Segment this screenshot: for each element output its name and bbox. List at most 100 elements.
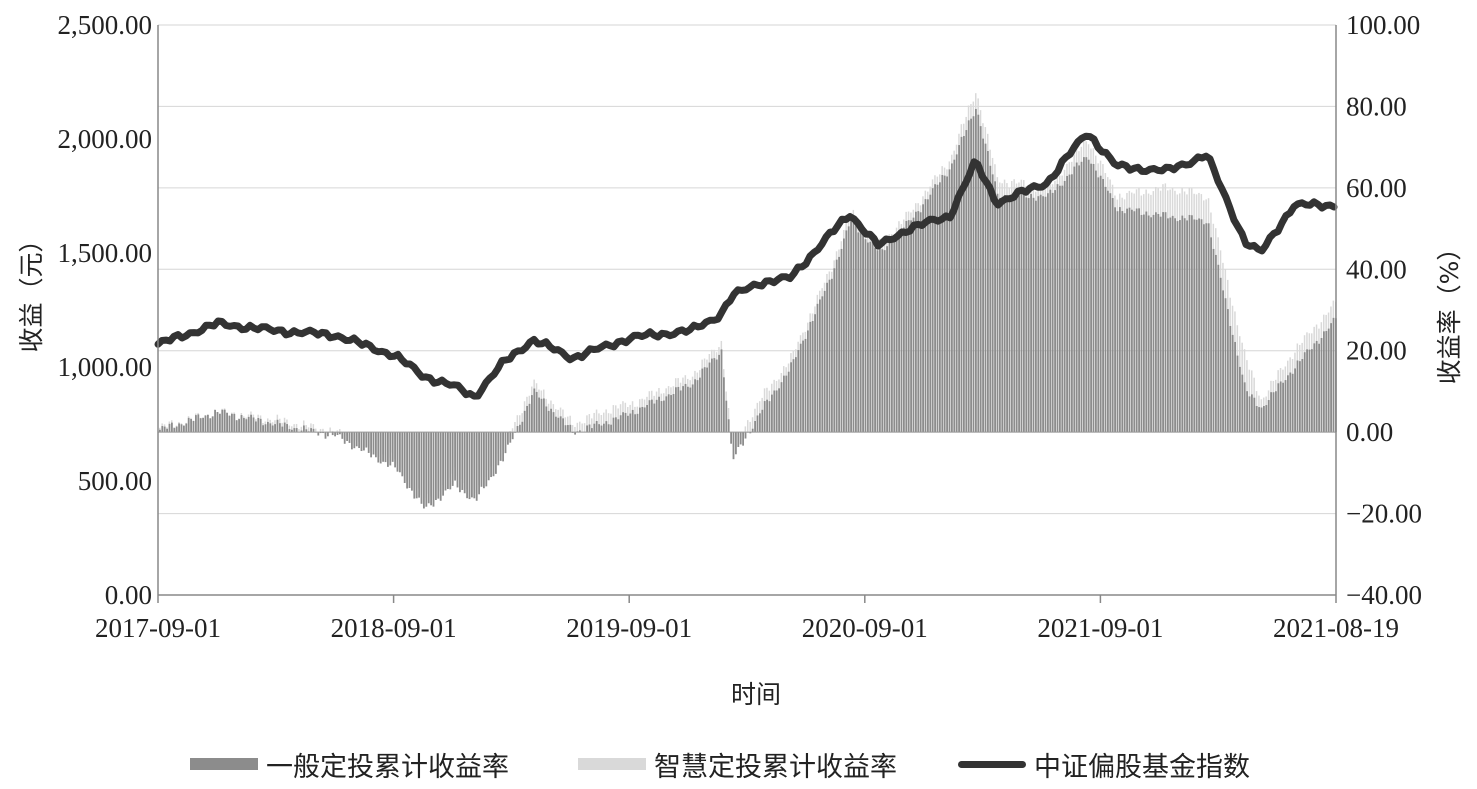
bar-regular-sip xyxy=(965,130,968,433)
bar-regular-sip xyxy=(948,169,951,433)
bar-regular-sip xyxy=(425,432,428,507)
bar-regular-sip xyxy=(499,432,502,461)
bar-regular-sip xyxy=(883,250,886,433)
bar-regular-sip xyxy=(1330,323,1332,433)
bar-regular-sip xyxy=(1092,163,1095,433)
bar-regular-sip xyxy=(687,386,689,433)
bar-smart-sip xyxy=(588,414,591,433)
bar-regular-sip xyxy=(1255,406,1258,433)
bar-regular-sip xyxy=(1071,174,1073,433)
bar-regular-sip xyxy=(1203,224,1205,433)
bar-regular-sip xyxy=(173,428,176,433)
bar-regular-sip xyxy=(1068,174,1071,433)
bar-regular-sip xyxy=(1087,159,1090,433)
bar-regular-sip xyxy=(994,181,996,433)
bar-regular-sip xyxy=(771,394,773,433)
bar-regular-sip xyxy=(1116,211,1119,433)
bar-regular-sip xyxy=(1107,190,1109,433)
bar-regular-sip xyxy=(718,354,720,433)
bar-regular-sip xyxy=(1011,195,1013,433)
bar-regular-sip xyxy=(958,145,960,433)
bar-regular-sip xyxy=(1267,400,1270,433)
bar-regular-sip xyxy=(195,415,197,433)
bar-regular-sip xyxy=(257,418,260,433)
bar-regular-sip xyxy=(1241,374,1244,433)
bar-regular-sip xyxy=(235,420,238,433)
y-axis-title-left: 收益（元） xyxy=(17,227,46,352)
bar-regular-sip xyxy=(341,432,344,439)
bar-regular-sip xyxy=(1114,207,1116,433)
bar-regular-sip xyxy=(833,268,836,433)
bar-regular-sip xyxy=(1272,392,1275,433)
bar-regular-sip xyxy=(855,224,857,433)
bar-regular-sip xyxy=(879,247,881,433)
bar-regular-sip xyxy=(766,399,768,433)
bar-regular-sip xyxy=(852,219,855,433)
bar-regular-sip xyxy=(1332,317,1335,433)
bar-regular-sip xyxy=(468,432,471,500)
bar-smart-sip xyxy=(567,416,569,433)
bar-regular-sip xyxy=(197,414,200,433)
bar-regular-sip xyxy=(595,421,598,433)
bar-regular-sip xyxy=(1294,368,1296,433)
bar-regular-sip xyxy=(787,371,790,433)
bar-regular-sip xyxy=(324,432,327,439)
bar-regular-sip xyxy=(725,400,728,433)
bar-regular-sip xyxy=(300,430,303,433)
bar-regular-sip xyxy=(1198,218,1200,433)
bar-regular-sip xyxy=(999,197,1001,433)
bar-regular-sip xyxy=(1032,197,1035,433)
legend-swatch-index xyxy=(958,760,1026,768)
bar-regular-sip xyxy=(1207,223,1210,433)
bar-regular-sip xyxy=(216,412,219,433)
bar-regular-sip xyxy=(538,397,540,433)
series-line-index xyxy=(154,132,1338,400)
bar-regular-sip xyxy=(1248,396,1251,433)
y-tick-right: 60.00 xyxy=(1346,173,1407,203)
bar-regular-sip xyxy=(540,398,543,433)
bar-regular-sip xyxy=(1097,177,1100,433)
bar-regular-sip xyxy=(456,432,459,488)
bar-regular-sip xyxy=(881,249,884,433)
bar-regular-sip xyxy=(1143,214,1145,433)
legend-label-smart-sip: 智慧定投累计收益率 xyxy=(654,751,897,783)
bar-regular-sip xyxy=(667,394,670,433)
bar-regular-sip xyxy=(675,387,677,433)
bar-regular-sip xyxy=(790,362,792,433)
bar-regular-sip xyxy=(1054,190,1056,433)
bar-regular-sip xyxy=(1059,185,1061,433)
bar-regular-sip xyxy=(919,212,922,433)
bar-regular-sip xyxy=(1051,192,1054,433)
bar-regular-sip xyxy=(869,241,872,433)
bar-regular-sip xyxy=(1323,331,1325,433)
bar-regular-sip xyxy=(348,432,351,443)
bar-regular-sip xyxy=(922,204,924,433)
bar-regular-sip xyxy=(1279,381,1282,433)
bar-regular-sip xyxy=(744,432,747,439)
legend-label-index: 中证偏股基金指数 xyxy=(1034,751,1250,783)
bar-regular-sip xyxy=(1083,157,1085,433)
bar-regular-sip xyxy=(394,432,396,468)
bar-regular-sip xyxy=(437,432,440,499)
bar-regular-sip xyxy=(1313,343,1316,433)
bar-regular-sip xyxy=(310,428,312,433)
legend-item-index: 中证偏股基金指数 xyxy=(958,742,1250,786)
bar-regular-sip xyxy=(1301,359,1304,433)
bar-regular-sip xyxy=(243,418,245,433)
bar-regular-sip xyxy=(1155,212,1157,433)
bar-regular-sip xyxy=(427,432,430,504)
bar-regular-sip xyxy=(1164,212,1167,433)
bar-regular-sip xyxy=(303,425,305,433)
bar-regular-sip xyxy=(874,248,876,433)
legend-swatch-smart-sip xyxy=(578,758,646,770)
bar-smart-sip xyxy=(595,409,598,433)
bar-regular-sip xyxy=(631,409,634,433)
bar-regular-sip xyxy=(924,199,927,433)
bar-regular-sip xyxy=(1104,186,1107,433)
bar-regular-sip xyxy=(418,432,420,498)
bar-regular-sip xyxy=(1090,163,1092,433)
bar-regular-sip xyxy=(545,406,548,433)
bar-regular-sip xyxy=(811,321,814,433)
y-tick-right: −40.00 xyxy=(1346,580,1422,610)
bar-regular-sip xyxy=(1193,219,1196,433)
